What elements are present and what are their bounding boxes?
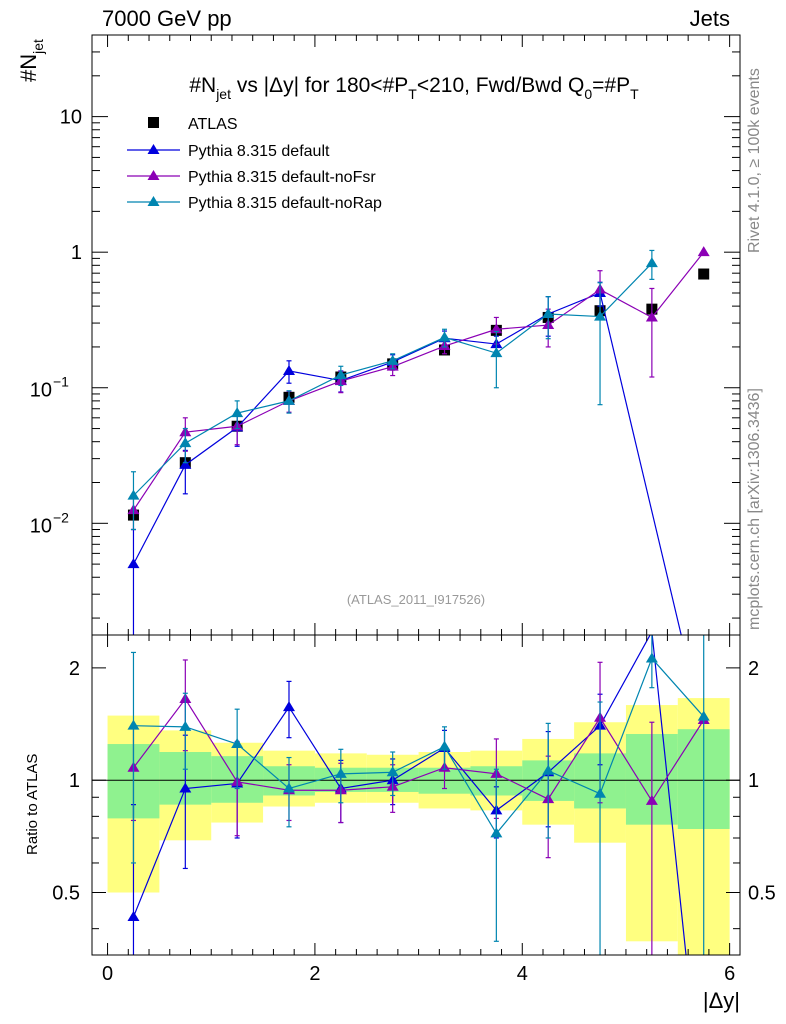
legend-atlas-label: ATLAS <box>188 116 238 133</box>
data-point-noRap <box>438 740 451 751</box>
legend-atlas-marker <box>148 117 159 128</box>
top-y-axis-label: #Njet <box>16 39 46 82</box>
legend-norap-label: Pythia 8.315 default-noRap <box>188 195 382 212</box>
data-point-noRap <box>334 767 347 778</box>
legend-nofsr-marker <box>147 170 160 180</box>
series-line-default <box>132 292 682 635</box>
data-point-noFsr <box>645 794 658 805</box>
series-line-noRap <box>133 657 705 835</box>
series-line-noFsr <box>132 251 705 511</box>
bottom-y-tick-label: 1 <box>69 770 80 792</box>
analysis-reference: (ATLAS_2011_I917526) <box>347 592 485 607</box>
legend-nofsr-label: Pythia 8.315 default-noFsr <box>188 169 376 186</box>
legend-norap-marker <box>147 196 160 206</box>
top-y-tick-exponent: −2 <box>53 509 69 525</box>
series-line-noRap <box>133 262 653 497</box>
data-point-noRap <box>542 307 555 318</box>
data-point-noFsr <box>490 323 503 334</box>
x-axis-label: |Δy| <box>703 988 740 1013</box>
x-tick-label: 0 <box>102 963 113 985</box>
data-point-noRap <box>542 764 555 775</box>
top-y-tick-label: 10 <box>30 515 52 537</box>
data-point-noRap <box>231 738 244 749</box>
series-line-noFsr <box>132 697 705 803</box>
data-point-noRap <box>438 331 451 342</box>
data-point-default <box>282 364 295 375</box>
series-line-default <box>132 635 687 955</box>
top-y-tick-label: 1 <box>71 242 82 264</box>
bottom-panel-frame <box>91 634 741 956</box>
top-y-tick-label: 10 <box>60 107 82 129</box>
data-point-noFsr <box>645 311 658 322</box>
x-tick-label: 2 <box>309 963 320 985</box>
data-point-default <box>682 969 694 979</box>
bottom-y-tick-label: 2 <box>69 658 80 680</box>
legend-default-marker <box>147 144 160 154</box>
data-point-noRap <box>645 257 658 268</box>
bottom-y-axis-label: Ratio to ATLAS <box>24 754 41 855</box>
data-point-noRap <box>334 369 347 380</box>
data-point-noRap <box>386 766 399 777</box>
data-point-noRap <box>594 310 607 321</box>
header-energy-label: 7000 GeV pp <box>102 6 232 31</box>
data-point-noRap <box>179 437 192 448</box>
data-point-noRap <box>282 394 295 405</box>
x-tick-label: 6 <box>724 963 735 985</box>
top-y-tick-exponent: −1 <box>53 374 69 390</box>
bottom-y-tick-label-right: 0.5 <box>748 883 776 905</box>
data-point-noRap <box>490 827 503 838</box>
data-point-noRap <box>231 407 244 418</box>
data-point-noRap <box>645 652 658 663</box>
header-category-label: Jets <box>689 6 730 31</box>
data-point-noRap <box>179 720 192 731</box>
data-point-noFsr <box>697 246 710 257</box>
bottom-y-tick-label-right: 1 <box>748 770 759 792</box>
data-point-noRap <box>386 354 399 365</box>
legend-default-label: Pythia 8.315 default <box>188 143 330 160</box>
data-point-default <box>179 782 192 793</box>
legend: ATLAS Pythia 8.315 default Pythia 8.315 … <box>127 116 382 212</box>
data-point-noRap <box>127 719 140 730</box>
top-y-tick-label: 10 <box>30 380 52 402</box>
chart-title: #Njet vs |Δy| for 180<#PT<210, Fwd/Bwd Q… <box>189 74 639 102</box>
data-point-default <box>282 701 295 712</box>
bottom-y-tick-label: 0.5 <box>52 883 80 905</box>
data-point-noRap <box>594 787 607 798</box>
x-tick-label: 4 <box>517 963 528 985</box>
data-point-noRap <box>697 710 710 721</box>
data-point-atlas <box>698 268 710 280</box>
data-point-noRap <box>127 489 140 500</box>
data-point-default <box>127 910 140 921</box>
bottom-y-tick-label-right: 2 <box>748 658 759 680</box>
data-point-noRap <box>490 347 503 358</box>
data-point-default <box>179 458 192 469</box>
data-point-noRap <box>282 782 295 793</box>
data-point-default <box>127 558 140 569</box>
